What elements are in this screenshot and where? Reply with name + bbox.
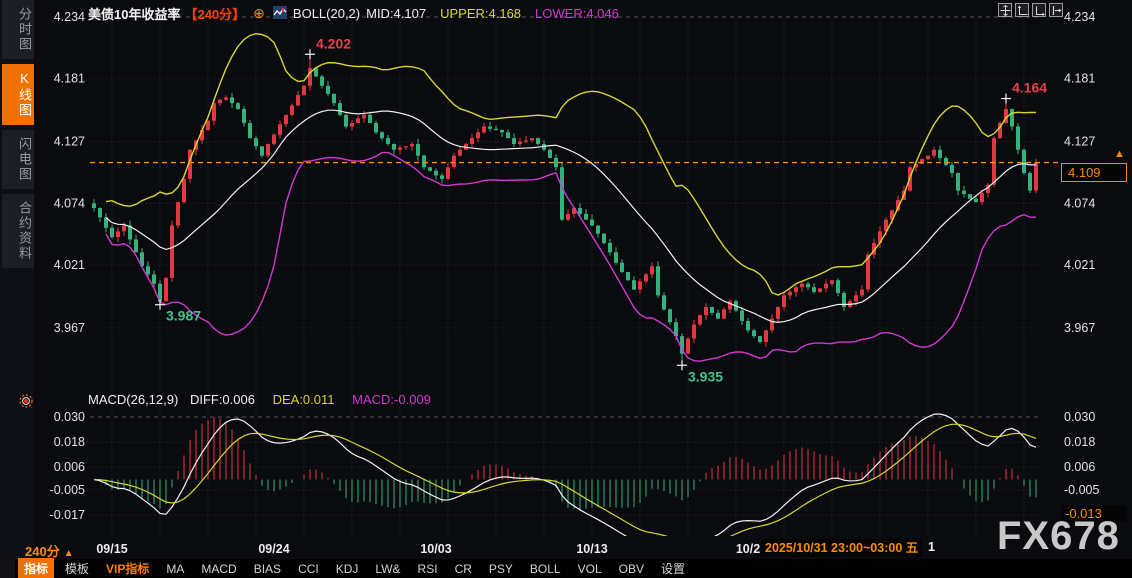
macd-axis-left: 0.030 0.018 0.006 -0.005 -0.017 xyxy=(50,410,86,522)
toolbar-item-6[interactable]: BIAS xyxy=(248,560,287,578)
interval-label: 240分 xyxy=(25,544,60,559)
candles-layer xyxy=(92,54,1038,366)
time-range-tooltip: 2025/10/31 23:00~03:00 五 xyxy=(761,539,923,557)
svg-text:4.021: 4.021 xyxy=(1064,258,1095,272)
macd-legend-macd: MACD:-0.009 xyxy=(352,392,431,407)
macd-layer xyxy=(93,413,1037,536)
pan-icon[interactable] xyxy=(998,3,1012,17)
chevron-up-icon: ▲ xyxy=(63,548,74,559)
toolbar-item-2[interactable]: 模板 xyxy=(59,558,95,578)
svg-text:3.967: 3.967 xyxy=(54,321,85,335)
toolbar-item-7[interactable]: CCI xyxy=(292,560,325,578)
signal-dot-icon xyxy=(19,394,33,408)
brand-watermark: FX678 xyxy=(997,514,1120,558)
axis-tools xyxy=(998,3,1063,17)
svg-text:4.074: 4.074 xyxy=(1064,196,1095,210)
price-axis-left: 4.234 4.181 4.127 4.074 4.021 3.967 xyxy=(54,10,85,335)
svg-text:09/24: 09/24 xyxy=(258,542,289,556)
sidebar-tab-timeline-chart[interactable]: 分时图 xyxy=(2,0,34,59)
svg-text:3.967: 3.967 xyxy=(1064,321,1095,335)
toolbar-item-4[interactable]: MA xyxy=(160,560,190,578)
time-axis-labels: 09/15 09/24 10/03 10/13 10/2 xyxy=(96,542,760,556)
price-up-arrow-icon: ▲ xyxy=(1114,148,1125,160)
svg-text:4.127: 4.127 xyxy=(54,135,85,149)
price-axis-right: 4.234 4.181 4.127 4.074 4.021 3.967 xyxy=(1064,10,1095,335)
sidebar-tab-contract-info[interactable]: 合约资料 xyxy=(2,194,34,268)
toolbar-item-8[interactable]: KDJ xyxy=(330,560,365,578)
svg-text:0.018: 0.018 xyxy=(1064,435,1095,449)
current-price-badge: 4.109 xyxy=(1061,163,1127,182)
svg-text:3.987: 3.987 xyxy=(166,308,201,324)
svg-text:0.030: 0.030 xyxy=(54,410,85,424)
macd-axis-right: 0.030 0.018 0.006 -0.005 xyxy=(1064,410,1099,497)
toolbar-item-1[interactable]: 指标 xyxy=(18,558,55,578)
svg-text:4.234: 4.234 xyxy=(54,10,85,24)
toolbar-item-16[interactable]: 设置 xyxy=(655,558,691,578)
sidebar: 分时图 K线图 闪电图 合约资料 xyxy=(0,0,36,558)
svg-text:10/2: 10/2 xyxy=(736,542,760,556)
svg-text:0.018: 0.018 xyxy=(54,435,85,449)
svg-text:4.234: 4.234 xyxy=(1064,10,1095,24)
sidebar-tab-kline-chart[interactable]: K线图 xyxy=(2,64,34,125)
zoom-y-axis-icon[interactable] xyxy=(1015,3,1029,17)
toolbar-item-11[interactable]: CR xyxy=(449,560,478,578)
chart-title: 美债10年收益率 xyxy=(88,7,181,22)
macd-legend: MACD(26,12,9) DIFF:0.006 DEA:0.011 MACD:… xyxy=(88,392,431,407)
macd-legend-name: MACD(26,12,9) xyxy=(88,392,179,407)
current-macd-badge: -0.013 xyxy=(1061,505,1127,522)
bottom-toolbar: 指标 模板 VIP指标 MA MACD BIAS CCI KDJ LW& RSI CR PSY BOLL… xyxy=(0,558,1132,578)
boll-legend-upper: UPPER:4.168 xyxy=(440,6,522,21)
interval-selector[interactable]: 240分 ▲ xyxy=(25,541,74,560)
interval-tag: 【240分】 xyxy=(184,7,246,22)
toolbar-item-10[interactable]: RSI xyxy=(412,560,444,578)
zoom-x-axis-icon[interactable] xyxy=(1032,3,1046,17)
svg-text:0.030: 0.030 xyxy=(1064,410,1095,424)
time-label-partial: 1 xyxy=(928,540,935,554)
grid-layer xyxy=(90,14,1042,536)
sidebar-tab-flash-chart[interactable]: 闪电图 xyxy=(2,130,34,189)
svg-text:4.181: 4.181 xyxy=(54,72,85,86)
macd-legend-dea: DEA:0.011 xyxy=(272,392,335,407)
svg-text:4.202: 4.202 xyxy=(316,35,351,51)
svg-text:-0.005: -0.005 xyxy=(50,483,85,497)
svg-text:0.006: 0.006 xyxy=(1064,460,1095,474)
svg-text:10/13: 10/13 xyxy=(576,542,607,556)
toolbar-item-12[interactable]: PSY xyxy=(483,560,519,578)
boll-layer xyxy=(105,32,1037,362)
kline-icon xyxy=(272,5,287,22)
toolbar-item-14[interactable]: VOL xyxy=(572,560,608,578)
time-axis: 240分 ▲ 2025/10/31 23:00~03:00 五 1 xyxy=(0,538,1132,559)
toolbar-item-9[interactable]: LW& xyxy=(369,560,406,578)
svg-text:4.021: 4.021 xyxy=(54,258,85,272)
boll-legend-name: BOLL(20,2) xyxy=(292,6,361,21)
svg-text:4.181: 4.181 xyxy=(1064,72,1095,86)
svg-text:3.935: 3.935 xyxy=(688,368,723,384)
boll-legend-lower: LOWER:4.046 xyxy=(535,6,619,21)
chart-header: 美债10年收益率 【240分】 ⊕ BOLL(20,2) MID:4.107 U… xyxy=(88,4,619,23)
boll-legend-mid: MID:4.107 xyxy=(366,6,427,21)
svg-text:4.127: 4.127 xyxy=(1064,135,1095,149)
toolbar-item-15[interactable]: OBV xyxy=(613,560,650,578)
svg-text:-0.017: -0.017 xyxy=(50,508,85,522)
toolbar-item-13[interactable]: BOLL xyxy=(524,560,567,578)
macd-legend-diff: DIFF:0.006 xyxy=(189,392,255,407)
shift-right-icon[interactable] xyxy=(1049,3,1063,17)
expand-icon[interactable]: ⊕ xyxy=(253,5,265,21)
svg-text:09/15: 09/15 xyxy=(96,542,127,556)
svg-text:0.006: 0.006 xyxy=(54,460,85,474)
annotations-layer: 4.202 3.987 3.935 4.164 xyxy=(155,35,1047,384)
svg-text:10/03: 10/03 xyxy=(420,542,451,556)
svg-text:-0.005: -0.005 xyxy=(1064,483,1099,497)
toolbar-item-5[interactable]: MACD xyxy=(195,560,242,578)
svg-text:4.164: 4.164 xyxy=(1012,80,1047,96)
svg-text:4.074: 4.074 xyxy=(54,196,85,210)
toolbar-item-3[interactable]: VIP指标 xyxy=(100,558,155,578)
bottom-bar-corner xyxy=(0,559,15,578)
